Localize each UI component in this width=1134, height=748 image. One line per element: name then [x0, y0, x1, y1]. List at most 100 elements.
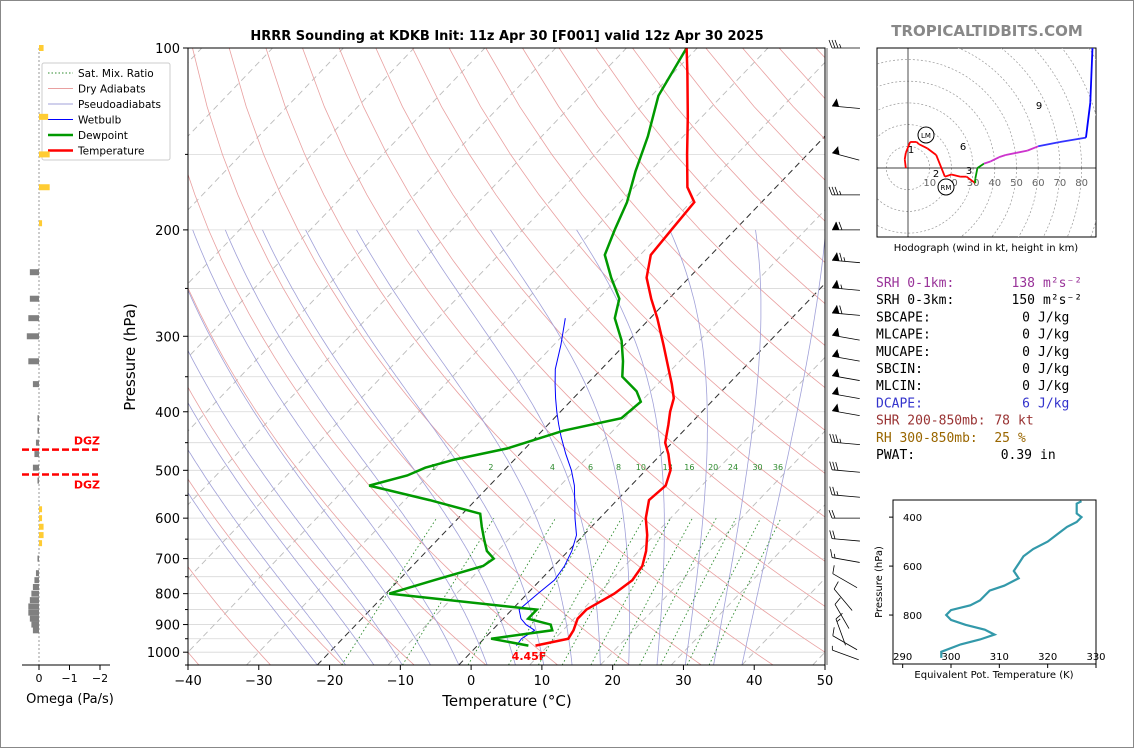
- omega-bar: [35, 439, 39, 446]
- y-tick-label: 800: [155, 588, 180, 603]
- omega-bar: [37, 427, 39, 434]
- index-label: MUCAPE:: [876, 345, 931, 360]
- barb-pennant: [832, 349, 839, 358]
- index-value: 0.39: [1001, 448, 1032, 463]
- isotherm-line: [188, 48, 486, 358]
- barb-flag: [828, 39, 833, 49]
- omega-bar: [32, 584, 39, 591]
- index-value: 150: [1012, 293, 1035, 308]
- hodo-segment: [1091, 48, 1094, 49]
- index-unit: m²s⁻²: [1043, 293, 1082, 308]
- index-value: 25: [994, 431, 1010, 446]
- omega-bar: [29, 615, 39, 622]
- y-tick-label: 300: [155, 330, 180, 345]
- wind-barb: [831, 252, 860, 264]
- index-value: 138: [1012, 276, 1035, 291]
- isotherm-line: [600, 430, 825, 665]
- index-label: PWAT:: [876, 448, 915, 463]
- barb-flag: [832, 434, 836, 443]
- hodo-segment: [951, 173, 961, 178]
- indices-table: SRH 0-1km: 138 m²s⁻² SRH 0-3km: 150 m²s⁻² SBCA…: [876, 276, 1082, 463]
- x-tick-label: 50: [817, 674, 834, 689]
- theta-e-panel: 290 300 310 320 330 400 600 800: [889, 500, 1106, 668]
- omega-bar: [31, 621, 39, 628]
- index-unit: in: [1040, 448, 1056, 463]
- barb-flag: [829, 461, 833, 470]
- hodo-height-label: 9: [1036, 101, 1042, 112]
- wind-barb: [831, 305, 860, 316]
- isotherm-line: [188, 48, 344, 211]
- omega-bar: [32, 627, 39, 634]
- index-label: SHR 200-850mb:: [876, 414, 986, 429]
- hodo-segment: [1085, 102, 1092, 138]
- y-tick-label: 600: [155, 512, 180, 527]
- dgz-label: DGZ: [74, 478, 100, 491]
- barb-half-flag: [838, 150, 840, 155]
- barb-flag: [835, 461, 839, 471]
- y-tick-label: 200: [155, 224, 180, 239]
- wind-barb: [832, 627, 858, 651]
- mixing-ratio-label: 1: [431, 463, 436, 472]
- omega-bar: [39, 506, 43, 513]
- omega-bar: [37, 415, 39, 422]
- omega-tick-label: 0: [36, 672, 43, 685]
- barb-flag: [828, 186, 833, 195]
- dry-adiabat: [558, 48, 825, 347]
- hodo-height-label: 1: [908, 145, 914, 156]
- index-unit: %: [1018, 431, 1026, 446]
- theta-e-x-tick-label: 290: [893, 652, 912, 663]
- isotherm-line: [670, 504, 825, 665]
- wind-barb: [829, 461, 860, 473]
- barb-half-flag: [839, 43, 842, 49]
- hodo-storm-label: RM: [941, 184, 952, 192]
- omega-bar: [39, 220, 43, 227]
- zero-isotherm: [458, 282, 825, 665]
- barb-flag: [836, 252, 840, 261]
- theta-e-xlabel: Equivalent Pot. Temperature (K): [914, 670, 1073, 681]
- mixing-ratio-label: 13: [663, 463, 673, 472]
- wind-barb: [829, 530, 860, 542]
- x-tick-label: −10: [387, 674, 414, 689]
- mixing-ratio-label: 4: [550, 463, 555, 472]
- omega-bar: [39, 113, 49, 120]
- index-unit: J/kg: [1038, 328, 1069, 343]
- barb-flag: [834, 186, 839, 195]
- index-label: SRH 0-1km:: [876, 276, 954, 291]
- moist-adiabat: [669, 229, 708, 665]
- index-unit: J/kg: [1038, 310, 1069, 325]
- barb-pennant: [832, 146, 839, 155]
- omega-bar: [26, 333, 39, 340]
- hodo-ring-label: 60: [1032, 178, 1045, 189]
- index-label: SRH 0-3km:: [876, 293, 954, 308]
- moist-adiabat: [192, 229, 460, 665]
- omega-bar: [29, 269, 39, 276]
- omega-bar: [32, 464, 39, 471]
- barb-staff: [832, 557, 860, 563]
- isotherm-line: [188, 48, 627, 506]
- hodo-segment: [916, 141, 920, 145]
- mixing-ratio-line: [561, 517, 645, 665]
- moist-adiabat: [713, 229, 762, 665]
- y-tick-label: 500: [155, 464, 180, 479]
- barb-half-flag: [843, 257, 846, 262]
- barb-staff: [831, 469, 860, 473]
- mixing-ratio-label: 24: [728, 463, 738, 472]
- barb-flag: [833, 581, 839, 590]
- index-unit: J/kg: [1038, 345, 1069, 360]
- index-unit: J/kg: [1038, 362, 1069, 377]
- legend-label: Wetbulb: [78, 115, 122, 127]
- mixing-ratio-line: [686, 517, 762, 665]
- barb-flag: [834, 39, 839, 49]
- hodo-ring-label: 70: [1054, 178, 1067, 189]
- moist-adiabat: [490, 229, 630, 665]
- hodo-ring-label: 50: [1010, 178, 1023, 189]
- hodograph-caption: Hodograph (wind in kt, height in km): [894, 243, 1079, 254]
- omega-bar: [37, 477, 39, 484]
- mixing-ratio-label: 30: [752, 463, 762, 472]
- mixing-ratio-label: 6: [588, 463, 593, 472]
- barb-half-flag: [836, 618, 841, 623]
- hodo-storm-marker: [937, 178, 955, 196]
- barb-flag: [832, 627, 835, 636]
- dry-adiabat: [265, 48, 774, 665]
- legend-label: Temperature: [77, 146, 145, 158]
